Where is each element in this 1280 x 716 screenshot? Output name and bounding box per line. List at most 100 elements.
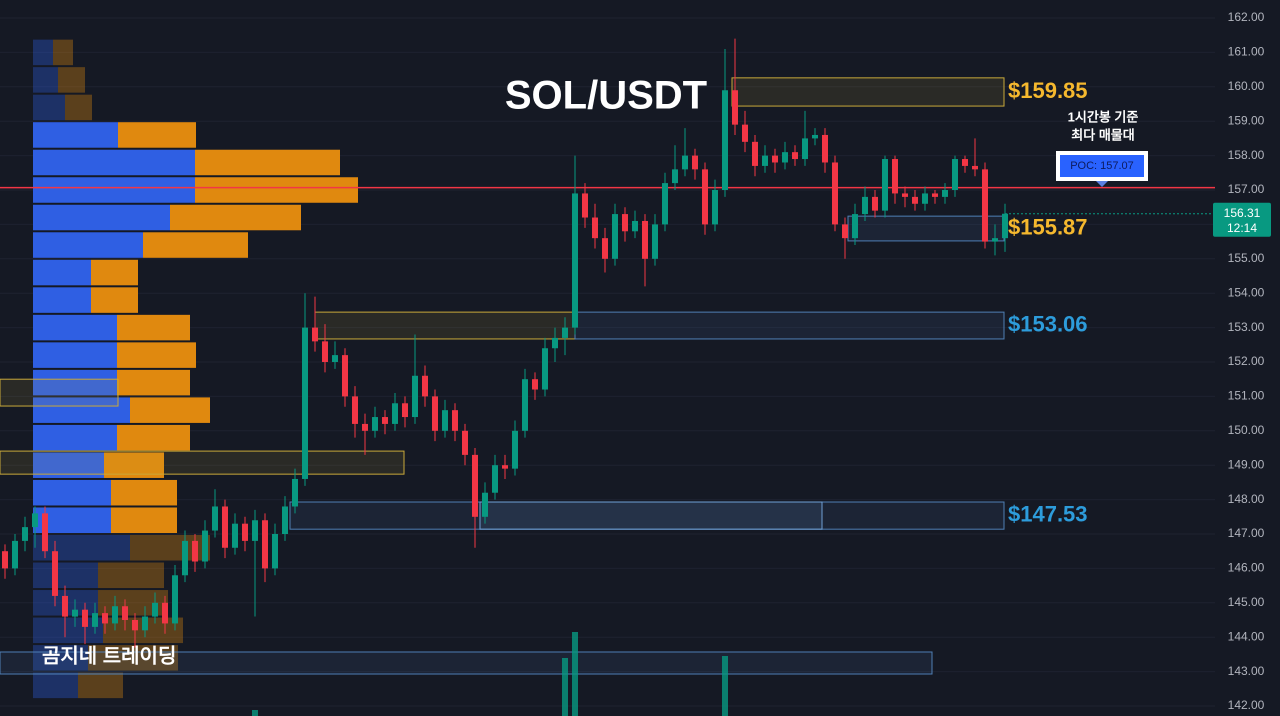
candle-body (742, 124, 748, 142)
zone-price-label: $153.06 (1008, 311, 1088, 336)
profile-buy (33, 232, 143, 258)
candle-body (952, 159, 958, 190)
candle-body (642, 220, 648, 259)
volume-bar (562, 658, 568, 716)
profile-sell (170, 204, 301, 231)
candle-body (102, 613, 108, 624)
volume (252, 632, 728, 716)
candle-body (892, 159, 898, 194)
y-tick-label: 151.00 (1228, 389, 1265, 403)
candle-body (522, 379, 528, 431)
candle-body (532, 379, 538, 390)
candle-body (982, 169, 988, 242)
candle-body (12, 540, 18, 569)
zone (847, 215, 1005, 242)
candle-body (932, 193, 938, 197)
profile-sell (65, 94, 92, 121)
zone (0, 378, 119, 407)
candle-body (92, 613, 98, 627)
profile-buy (33, 369, 117, 396)
candle-body (142, 616, 148, 631)
candle-body (192, 540, 198, 562)
y-tick-label: 144.00 (1228, 629, 1265, 643)
profile-sell (117, 314, 190, 341)
y-tick-label: 147.00 (1228, 526, 1265, 540)
profile-buy (33, 204, 170, 231)
profile-buy (33, 94, 65, 121)
candle-body (52, 551, 58, 596)
candle-body (702, 169, 708, 225)
candle-body (652, 224, 658, 259)
candle-body (902, 193, 908, 197)
candle-body (332, 355, 338, 362)
candle-body (62, 595, 68, 617)
candle-body (962, 159, 968, 166)
candle-body (762, 155, 768, 166)
candle-body (472, 454, 478, 517)
candle-body (222, 506, 228, 548)
candle-body (842, 224, 848, 239)
profile-sell (118, 122, 196, 148)
profile-sell (98, 562, 164, 589)
y-tick-label: 150.00 (1228, 423, 1265, 437)
candle-body (782, 152, 788, 163)
profile-sell (117, 424, 190, 451)
candle-body (942, 190, 948, 197)
candle-body (412, 375, 418, 418)
candle-body (462, 430, 468, 455)
y-tick-label: 160.00 (1228, 79, 1265, 93)
candle-body (292, 478, 298, 507)
candle-body (392, 403, 398, 424)
candle-body (122, 606, 128, 620)
profile-buy (33, 122, 118, 148)
poc-note: 1시간봉 기준 (1068, 109, 1139, 124)
candle-body (872, 196, 878, 211)
candle-body (72, 609, 78, 617)
profile-sell (143, 232, 248, 258)
profile-sell (53, 39, 73, 66)
y-tick-label: 146.00 (1228, 561, 1265, 575)
candle-body (492, 465, 498, 493)
candle-body (82, 609, 88, 627)
profile-buy (33, 562, 98, 589)
profile-buy (33, 314, 117, 341)
candle-body (862, 196, 868, 215)
profile-sell (195, 177, 358, 203)
candle-body (912, 196, 918, 204)
candle-body (112, 606, 118, 624)
zone-price-label: $159.85 (1008, 78, 1088, 103)
volume-profile (33, 39, 358, 699)
last-price-tag (1213, 202, 1271, 237)
candle-body (32, 513, 38, 528)
y-tick-label: 157.00 (1228, 182, 1265, 196)
candle-body (212, 506, 218, 531)
candle-body (822, 134, 828, 163)
profile-sell (130, 397, 210, 423)
candle-body (672, 169, 678, 184)
poc-label: POC: 157.07 (1070, 160, 1134, 172)
candle-body (482, 492, 488, 517)
candle-body (552, 337, 558, 349)
volume-bar (252, 710, 258, 716)
profile-buy (33, 287, 91, 313)
candle-body (882, 159, 888, 211)
profile-sell (88, 645, 178, 671)
y-tick-label: 152.00 (1228, 354, 1265, 368)
candle-body (572, 193, 578, 328)
candle-body (312, 327, 318, 342)
candle-body (852, 214, 858, 239)
profile-buy (33, 259, 91, 286)
candle-body (732, 90, 738, 125)
profile-sell (117, 369, 190, 396)
profile-buy (33, 177, 195, 203)
grid (0, 17, 1215, 707)
candle-body (42, 513, 48, 552)
candle-body (972, 165, 978, 170)
y-tick-label: 142.00 (1228, 698, 1265, 712)
y-tick-label: 159.00 (1228, 113, 1265, 127)
profile-sell (111, 507, 177, 533)
profile-buy (33, 645, 88, 671)
